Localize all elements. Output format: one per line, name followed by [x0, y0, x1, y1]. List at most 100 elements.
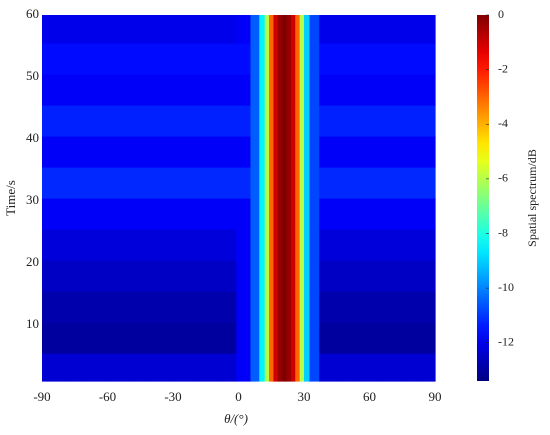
- heatmap-cell: [380, 198, 403, 230]
- heatmap-cell: [290, 229, 296, 261]
- heatmap-cell: [358, 15, 382, 44]
- heatmap-cell: [299, 135, 305, 168]
- heatmap-cell: [129, 322, 152, 354]
- heatmap-cell: [295, 166, 301, 199]
- heatmap-cell: [269, 322, 275, 354]
- heatmap-cell: [259, 353, 266, 382]
- heatmap-cell: [309, 15, 320, 44]
- heatmap-cell: [273, 104, 279, 137]
- heatmap-cell: [299, 291, 305, 323]
- heatmap-cell: [299, 15, 305, 44]
- heatmap-cell: [173, 104, 196, 137]
- colorbar-label: Spatial spectrum/dB: [525, 149, 539, 247]
- heatmap-cell: [380, 166, 403, 199]
- heatmap-cell: [277, 353, 283, 382]
- heatmap-cell: [286, 135, 292, 168]
- heatmap-cell: [286, 15, 292, 44]
- heatmap-cell: [236, 73, 252, 106]
- heatmap-cell: [42, 135, 65, 168]
- heatmap-cell: [129, 260, 152, 292]
- colorbar-tick-label: 0: [498, 7, 504, 21]
- heatmap-cell: [309, 260, 320, 292]
- heatmap-cell: [358, 135, 382, 168]
- heatmap-cell: [380, 104, 403, 137]
- heatmap-cell: [107, 291, 130, 323]
- heatmap-cell: [107, 260, 130, 292]
- heatmap-cell: [151, 135, 174, 168]
- heatmap-cell: [129, 15, 152, 44]
- heatmap-cell: [299, 260, 305, 292]
- heatmap-cell: [421, 135, 436, 168]
- heatmap-cell: [216, 42, 237, 75]
- x-tick-label: 30: [298, 389, 311, 404]
- heatmap-cell: [129, 353, 152, 382]
- heatmap-cell: [250, 73, 260, 106]
- heatmap-cell: [304, 229, 311, 261]
- heatmap-cell: [286, 73, 292, 106]
- colorbar-tick-label: -12: [498, 335, 514, 349]
- heatmap-cell: [295, 353, 301, 382]
- heatmap-cell: [63, 15, 87, 44]
- heatmap-cell: [380, 322, 403, 354]
- heatmap-cell: [273, 15, 279, 44]
- heatmap-cell: [151, 322, 174, 354]
- heatmap-cell: [107, 166, 130, 199]
- heatmap-cell: [295, 135, 301, 168]
- heatmap-cell: [402, 135, 423, 168]
- heatmap-cell: [194, 135, 218, 168]
- y-tick-label: 30: [26, 192, 39, 207]
- heatmap-cell: [216, 291, 237, 323]
- heatmap-cell: [358, 104, 382, 137]
- heatmap-cell: [282, 198, 288, 230]
- heatmap-cell: [358, 42, 382, 75]
- heatmap-cell: [319, 73, 338, 106]
- heatmap-cell: [319, 42, 338, 75]
- heatmap-cell: [85, 135, 109, 168]
- heatmap-cell: [290, 15, 296, 44]
- heatmap-cell: [309, 353, 320, 382]
- heatmap-cell: [309, 291, 320, 323]
- heatmap-cell: [264, 15, 270, 44]
- heatmap-cell: [194, 353, 218, 382]
- heatmap-cell: [216, 73, 237, 106]
- heatmap-cell: [107, 73, 130, 106]
- heatmap-cell: [63, 42, 87, 75]
- heatmap-cell: [85, 42, 109, 75]
- heatmap-cell: [295, 260, 301, 292]
- heatmap-cell: [259, 322, 266, 354]
- x-tick-label: 90: [429, 389, 442, 404]
- heatmap-cell: [336, 15, 360, 44]
- heatmap-cell: [107, 322, 130, 354]
- heatmap-cell: [216, 198, 237, 230]
- heatmap-cell: [264, 353, 270, 382]
- heatmap-cell: [63, 135, 87, 168]
- y-tick-label: 50: [26, 68, 39, 83]
- heatmap-cell: [264, 198, 270, 230]
- heatmap-cell: [336, 42, 360, 75]
- heatmap-cell: [309, 73, 320, 106]
- heatmap-cell: [290, 104, 296, 137]
- heatmap-cell: [269, 135, 275, 168]
- heatmap-cell: [85, 260, 109, 292]
- heatmap-cell: [269, 42, 275, 75]
- heatmap-cell: [107, 229, 130, 261]
- heatmap-cell: [309, 166, 320, 199]
- heatmap-cell: [421, 42, 436, 75]
- heatmap-cell: [216, 104, 237, 137]
- heatmap-cell: [42, 42, 65, 75]
- heatmap-cell: [236, 229, 252, 261]
- heatmap-cell: [358, 260, 382, 292]
- heatmap-cell: [286, 104, 292, 137]
- heatmap-cell: [286, 166, 292, 199]
- heatmap-cell: [286, 229, 292, 261]
- heatmap-cell: [286, 322, 292, 354]
- heatmap-cell: [42, 15, 65, 44]
- x-axis-label: θ/(°): [224, 411, 248, 426]
- heatmap-cell: [304, 42, 311, 75]
- heatmap-cell: [63, 166, 87, 199]
- heatmap-cell: [336, 166, 360, 199]
- heatmap-cell: [269, 353, 275, 382]
- heatmap-cell: [319, 198, 338, 230]
- heatmap-cell: [259, 73, 266, 106]
- heatmap-cell: [42, 260, 65, 292]
